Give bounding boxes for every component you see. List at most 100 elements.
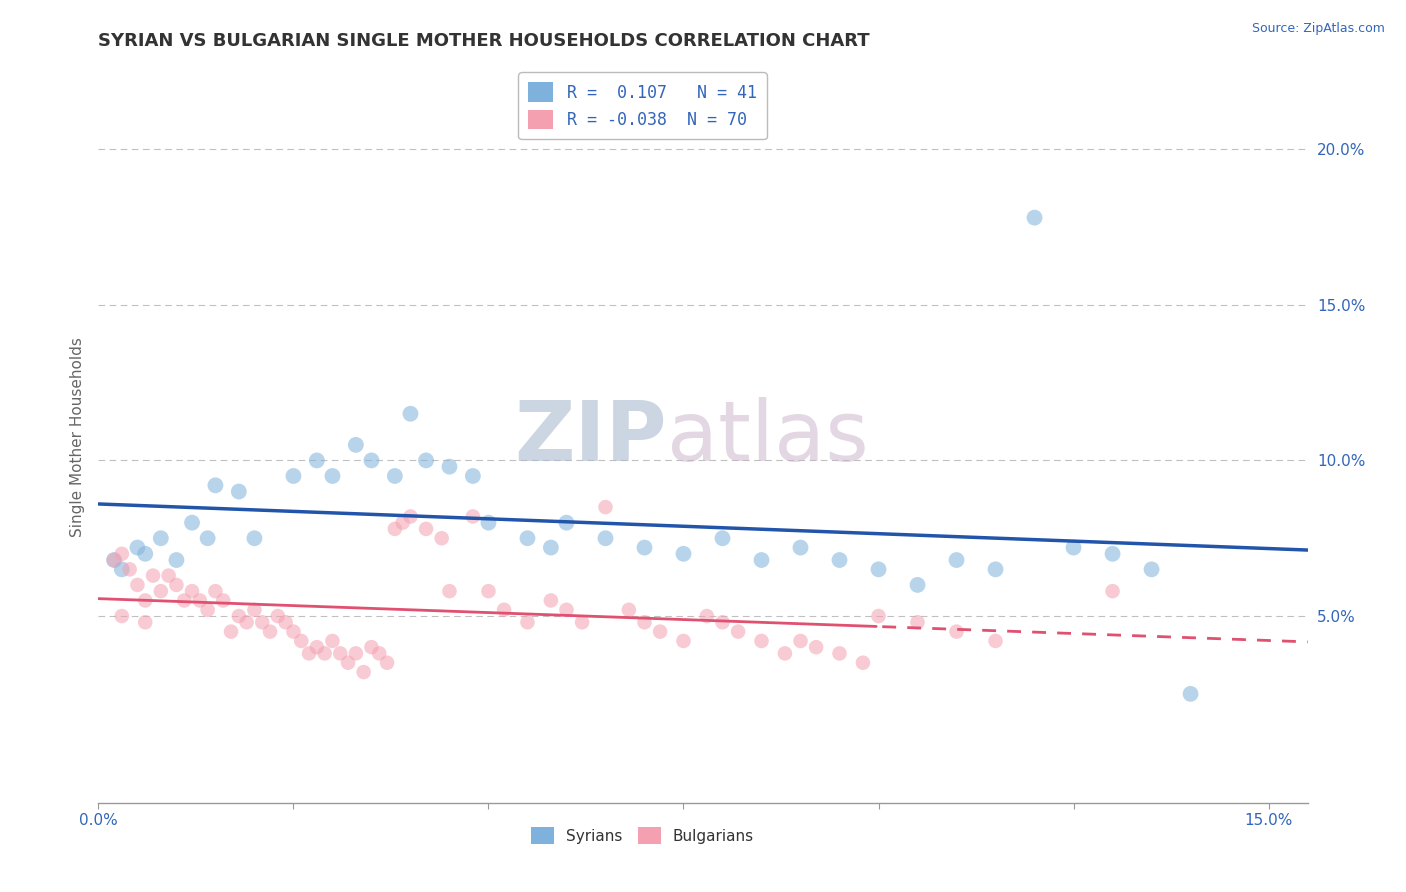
Point [828, 647, 851, 661]
Point [204, 584, 226, 599]
Point [804, 640, 827, 655]
Point [711, 531, 734, 545]
Point [1024, 211, 1046, 225]
Point [360, 453, 382, 467]
Point [173, 593, 195, 607]
Point [188, 593, 211, 607]
Point [516, 531, 538, 545]
Point [648, 624, 671, 639]
Point [439, 584, 461, 599]
Point [134, 547, 156, 561]
Point [197, 603, 219, 617]
Point [267, 609, 290, 624]
Point [461, 469, 484, 483]
Point [494, 603, 516, 617]
Y-axis label: Single Mother Households: Single Mother Households [69, 337, 84, 537]
Point [868, 562, 890, 576]
Point [828, 553, 851, 567]
Point [134, 593, 156, 607]
Point [165, 578, 187, 592]
Point [984, 634, 1007, 648]
Point [243, 603, 266, 617]
Point [149, 531, 172, 545]
Point [751, 553, 773, 567]
Point [907, 578, 929, 592]
Point [430, 531, 453, 545]
Point [337, 656, 360, 670]
Point [329, 647, 352, 661]
Point [127, 578, 149, 592]
Point [945, 553, 967, 567]
Point [157, 568, 180, 582]
Point [672, 634, 695, 648]
Point [391, 516, 413, 530]
Point [1063, 541, 1085, 555]
Point [711, 615, 734, 630]
Point [118, 562, 141, 576]
Point [259, 624, 281, 639]
Point [283, 624, 305, 639]
Point [1101, 547, 1123, 561]
Point [751, 634, 773, 648]
Text: Source: ZipAtlas.com: Source: ZipAtlas.com [1251, 22, 1385, 36]
Point [384, 469, 406, 483]
Point [204, 478, 226, 492]
Point [314, 647, 336, 661]
Point [477, 516, 499, 530]
Point [212, 593, 235, 607]
Point [111, 562, 134, 576]
Legend: Syrians, Bulgarians: Syrians, Bulgarians [524, 822, 761, 850]
Point [516, 615, 538, 630]
Point [477, 584, 499, 599]
Point [617, 603, 640, 617]
Point [1101, 584, 1123, 599]
Point [290, 634, 312, 648]
Point [852, 656, 875, 670]
Point [439, 459, 461, 474]
Point [219, 624, 242, 639]
Point [789, 634, 811, 648]
Point [555, 516, 578, 530]
Point [399, 509, 422, 524]
Text: atlas: atlas [666, 397, 869, 477]
Point [305, 640, 328, 655]
Point [305, 453, 328, 467]
Point [945, 624, 967, 639]
Point [127, 541, 149, 555]
Point [103, 553, 125, 567]
Point [984, 562, 1007, 576]
Point [773, 647, 796, 661]
Point [360, 640, 382, 655]
Point [375, 656, 398, 670]
Point [540, 593, 562, 607]
Point [134, 615, 156, 630]
Point [727, 624, 749, 639]
Point [555, 603, 578, 617]
Point [415, 522, 437, 536]
Point [633, 615, 655, 630]
Point [368, 647, 391, 661]
Point [228, 609, 250, 624]
Point [321, 634, 343, 648]
Point [149, 584, 172, 599]
Point [1140, 562, 1163, 576]
Point [197, 531, 219, 545]
Point [111, 547, 134, 561]
Text: SYRIAN VS BULGARIAN SINGLE MOTHER HOUSEHOLDS CORRELATION CHART: SYRIAN VS BULGARIAN SINGLE MOTHER HOUSEH… [98, 32, 870, 50]
Point [696, 609, 718, 624]
Point [571, 615, 593, 630]
Point [344, 438, 367, 452]
Point [252, 615, 274, 630]
Point [321, 469, 343, 483]
Point [165, 553, 187, 567]
Point [181, 516, 204, 530]
Point [907, 615, 929, 630]
Point [344, 647, 367, 661]
Point [461, 509, 484, 524]
Point [789, 541, 811, 555]
Point [298, 647, 321, 661]
Point [243, 531, 266, 545]
Point [633, 541, 655, 555]
Text: ZIP: ZIP [515, 397, 666, 477]
Point [235, 615, 257, 630]
